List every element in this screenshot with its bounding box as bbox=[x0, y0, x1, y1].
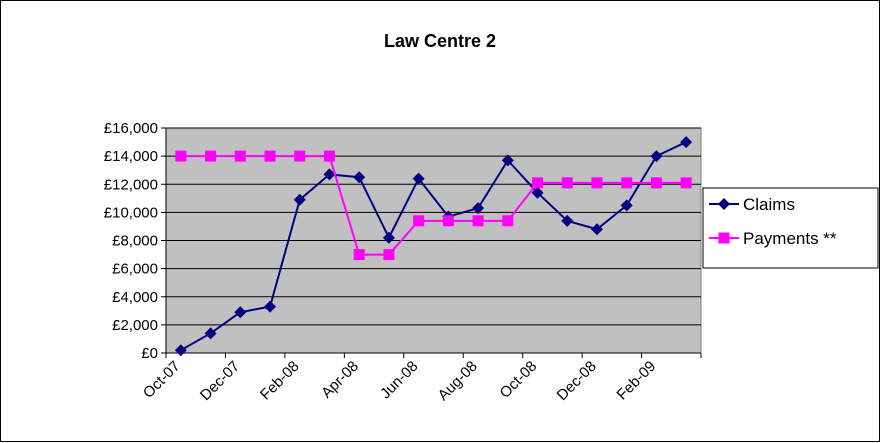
diamond-marker bbox=[264, 300, 277, 313]
diamond-marker bbox=[620, 199, 633, 212]
diamond-marker bbox=[650, 150, 663, 163]
legend-box bbox=[702, 187, 879, 269]
square-marker bbox=[353, 249, 365, 261]
square-marker bbox=[718, 232, 730, 244]
y-tick-label: £2,000 bbox=[112, 317, 158, 334]
square-marker bbox=[323, 150, 335, 162]
square-marker bbox=[413, 215, 425, 227]
square-marker bbox=[205, 150, 217, 162]
y-tick-label: £12,000 bbox=[104, 176, 158, 193]
diamond-marker bbox=[590, 223, 603, 236]
square-marker bbox=[650, 177, 662, 189]
diamond-marker bbox=[204, 327, 217, 340]
square-marker bbox=[264, 150, 276, 162]
square-marker bbox=[621, 177, 633, 189]
y-tick-label: £14,000 bbox=[104, 148, 158, 165]
diamond-marker bbox=[234, 306, 247, 319]
diamond-marker bbox=[323, 168, 336, 181]
y-tick-label: £4,000 bbox=[112, 289, 158, 306]
square-marker bbox=[532, 177, 544, 189]
diamond-marker bbox=[412, 172, 425, 185]
diamond-marker bbox=[561, 214, 574, 227]
square-marker bbox=[561, 177, 573, 189]
legend-label: Payments ** bbox=[743, 229, 837, 248]
chart-title: Law Centre 2 bbox=[384, 31, 496, 51]
y-tick-label: £16,000 bbox=[104, 120, 158, 137]
y-tick-label: £10,000 bbox=[104, 204, 158, 221]
y-tick-label: £6,000 bbox=[112, 261, 158, 278]
diamond-marker bbox=[353, 171, 366, 184]
square-marker bbox=[294, 150, 306, 162]
diamond-marker bbox=[293, 193, 306, 206]
square-marker bbox=[680, 177, 692, 189]
y-tick-label: £8,000 bbox=[112, 233, 158, 250]
square-marker bbox=[234, 150, 246, 162]
square-marker bbox=[502, 215, 514, 227]
diamond-marker bbox=[718, 198, 730, 210]
legend-label: Claims bbox=[743, 195, 795, 214]
square-marker bbox=[442, 215, 454, 227]
square-marker bbox=[175, 150, 187, 162]
square-marker bbox=[591, 177, 603, 189]
y-tick-label: £0 bbox=[141, 345, 158, 362]
diamond-marker bbox=[382, 231, 395, 244]
diamond-marker bbox=[531, 186, 544, 199]
square-marker bbox=[472, 215, 484, 227]
diamond-marker bbox=[472, 202, 485, 215]
diamond-marker bbox=[680, 136, 693, 149]
diamond-marker bbox=[501, 154, 514, 167]
square-marker bbox=[383, 249, 395, 261]
diamond-marker bbox=[174, 344, 187, 357]
